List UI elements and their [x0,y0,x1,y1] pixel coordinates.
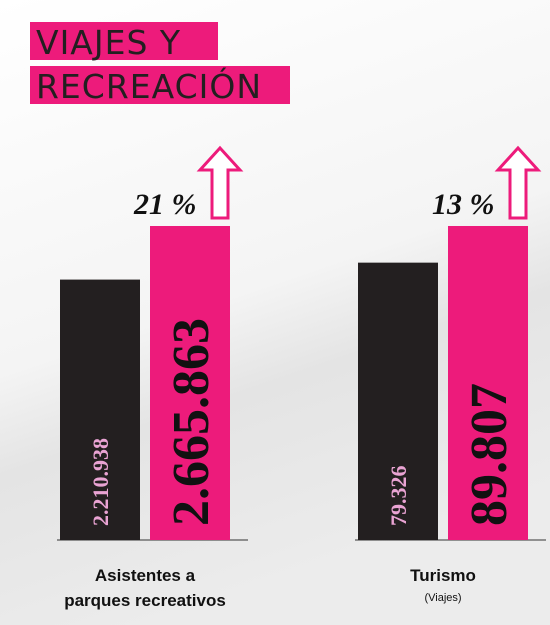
bar [448,226,528,540]
bar [358,262,438,540]
change-label: 21 % [133,188,197,221]
value-label: 89.807 [461,383,518,526]
up-arrow [196,145,244,220]
title-line: RECREACIÓN [36,66,262,106]
change-label: 13 % [432,188,495,221]
group-label: Asistentes a [95,566,196,585]
group-label: parques recreativos [64,591,226,610]
group-note: (Viajes) [424,592,461,604]
up-arrow [494,145,542,220]
title-highlight [30,66,290,104]
bar [150,226,230,540]
value-label: 2.665.863 [163,318,220,526]
value-label: 79.326 [386,466,411,527]
group-label: Turismo [410,566,476,585]
value-label: 2.210.938 [88,438,113,526]
title-line: VIAJES Y [36,23,181,62]
bar [60,279,140,540]
title-highlight [30,22,218,60]
